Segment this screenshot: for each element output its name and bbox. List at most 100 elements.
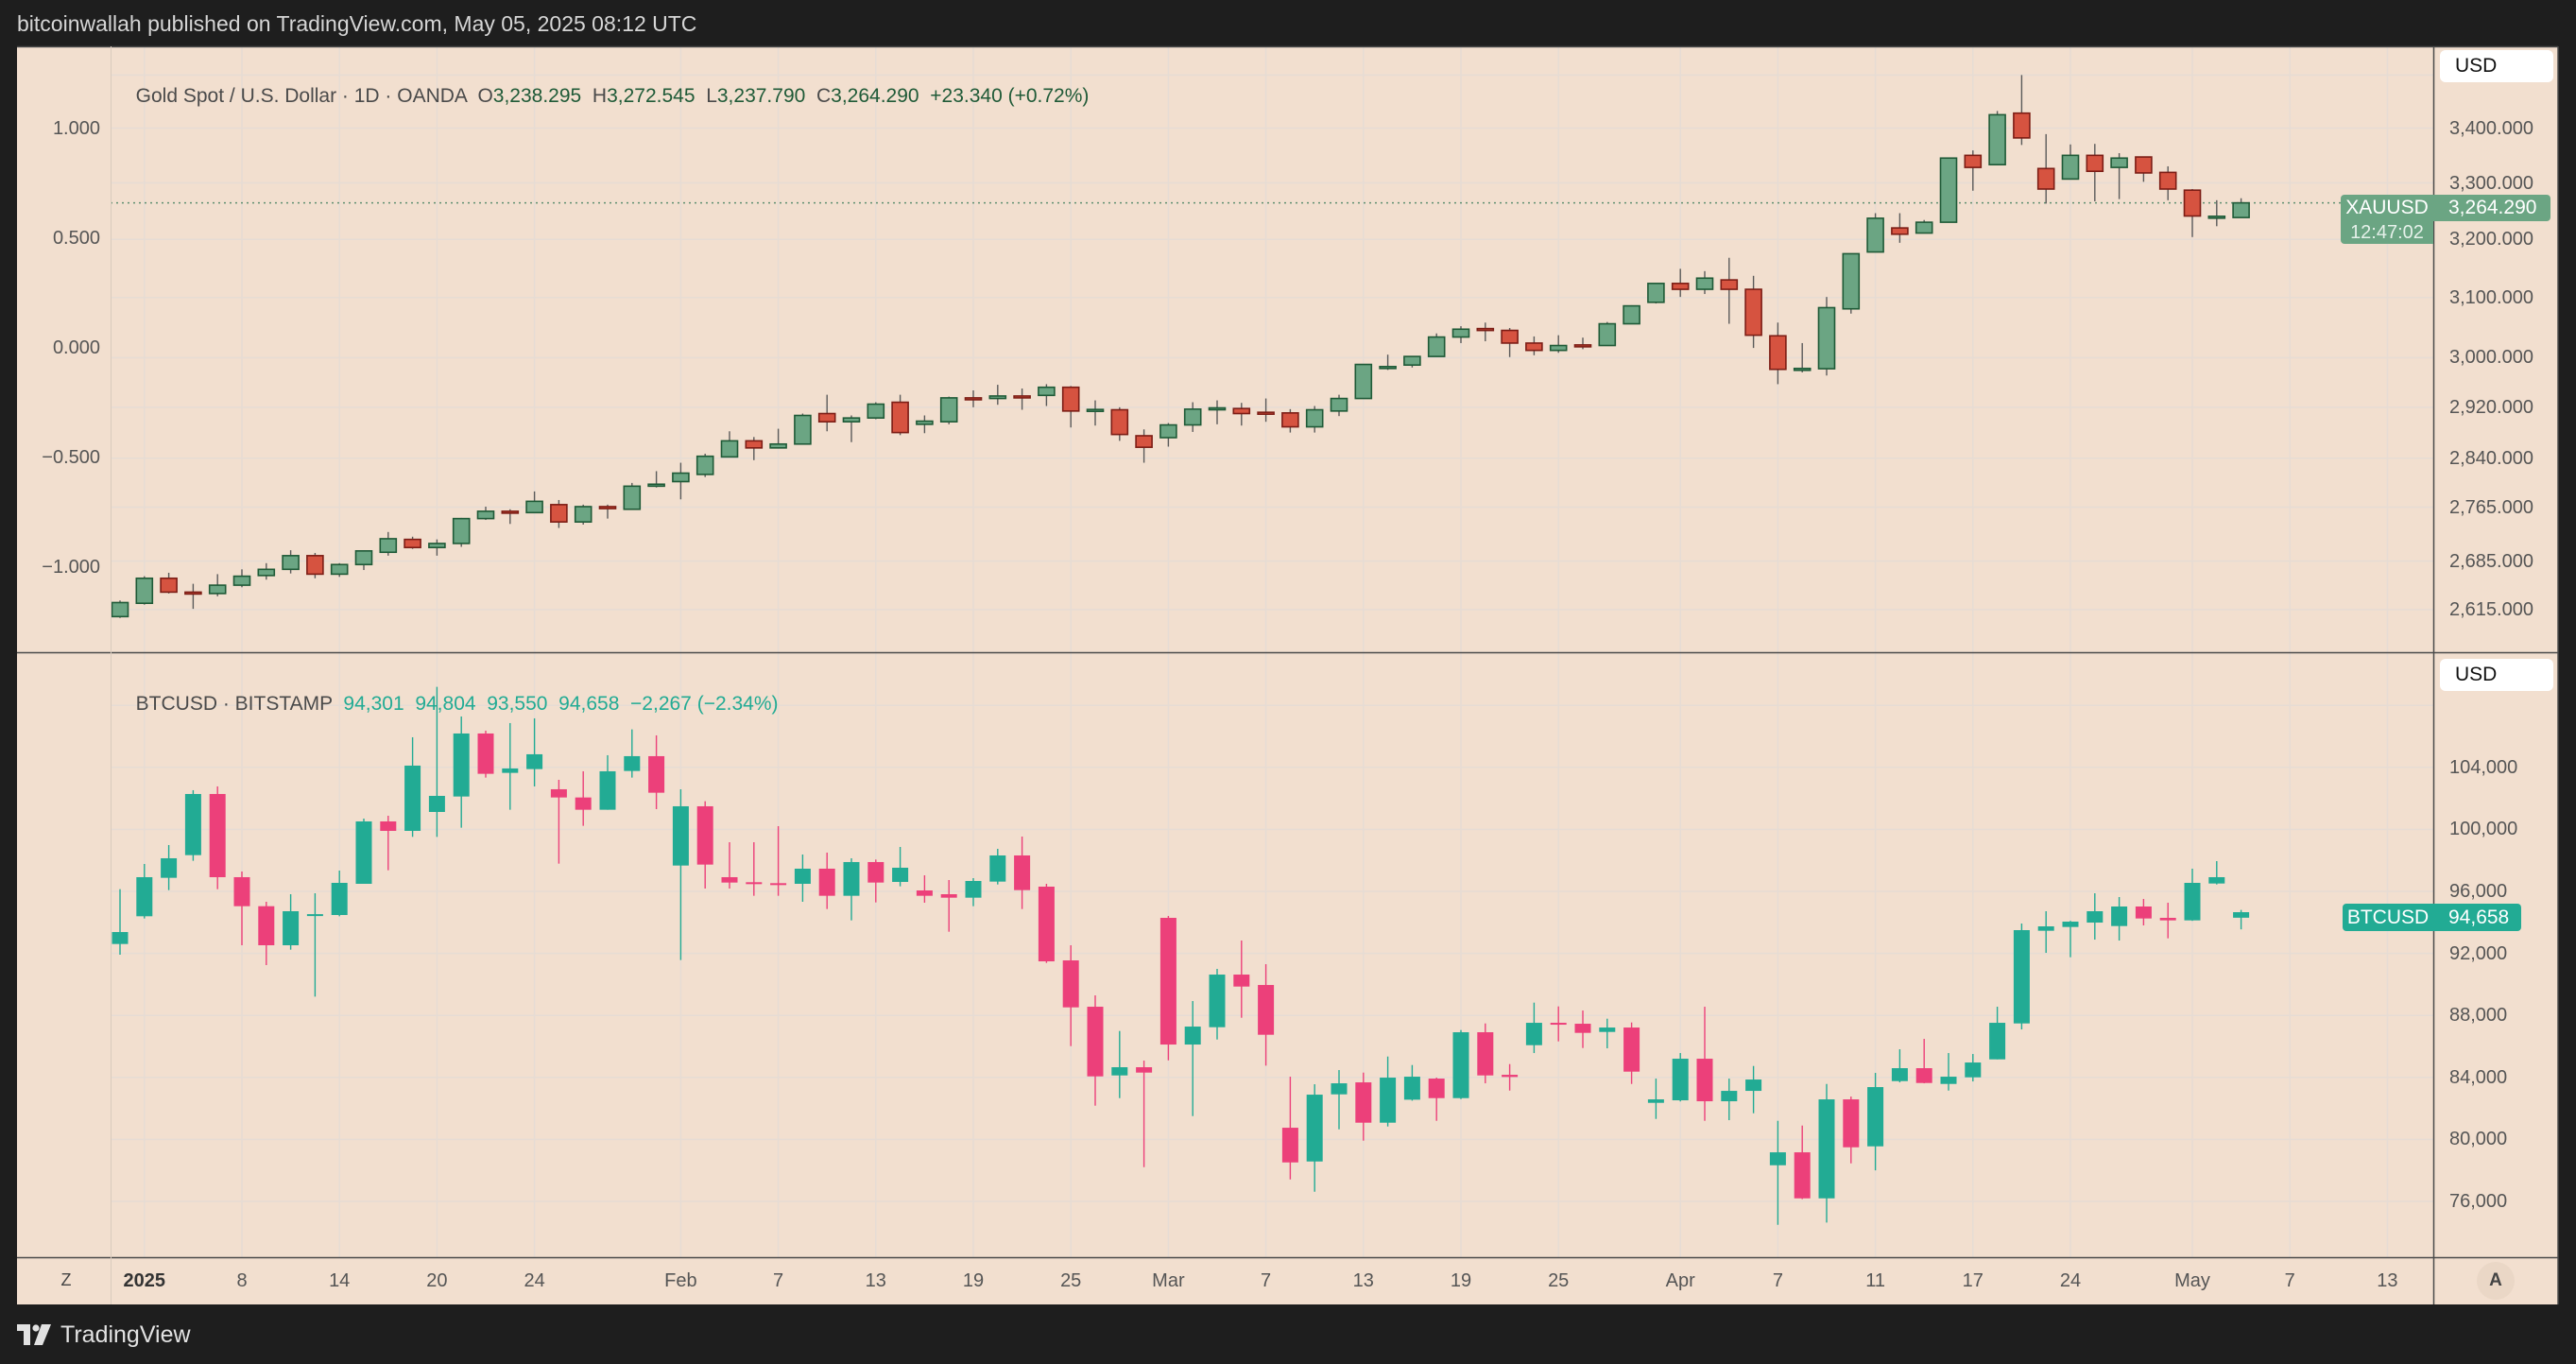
btc-candle: [818, 852, 835, 909]
auto-scale-button[interactable]: A: [2477, 1262, 2515, 1300]
btc-candle-body: [1672, 1059, 1689, 1101]
btc-candle-body: [624, 755, 641, 771]
btc-candle: [965, 877, 982, 906]
gold-candle-body: [720, 440, 739, 458]
gold-candle: [574, 504, 592, 525]
btc-open: 94,301: [343, 693, 404, 715]
gold-candle-body: [160, 577, 178, 594]
time-axis-label: May: [2174, 1270, 2210, 1291]
btc-candle-body: [1745, 1079, 1762, 1092]
gold-candle-body: [769, 442, 787, 449]
btc-candle-body: [818, 868, 835, 896]
btc-candle: [1111, 1030, 1128, 1098]
btc-candle-body: [184, 793, 201, 855]
gold-candle: [1281, 408, 1299, 433]
gold-currency-button[interactable]: USD: [2440, 50, 2553, 82]
time-axis-label: 20: [426, 1270, 448, 1291]
gold-candle-body: [208, 584, 227, 595]
btc-candle-body: [867, 861, 884, 883]
gold-candle: [476, 506, 495, 521]
btc-candle: [599, 754, 616, 810]
btc-candle: [112, 889, 129, 956]
gold-price-axis-label: 2,615.000: [2449, 598, 2533, 620]
gold-candle: [1866, 213, 1884, 253]
time-axis-label: 19: [962, 1270, 985, 1291]
gold-candle: [1379, 354, 1397, 371]
gold-candle-body: [1842, 252, 1861, 310]
btc-candle: [1159, 916, 1176, 1061]
gold-candle: [1671, 268, 1690, 298]
btc-candle-body: [1867, 1087, 1884, 1147]
btc-candle-body: [477, 733, 494, 774]
time-axis-label: Feb: [664, 1270, 697, 1291]
btc-candle: [1452, 1029, 1469, 1099]
gold-price-axis-label: 3,400.000: [2449, 117, 2533, 139]
gold-low: 3,237.790: [716, 85, 806, 107]
gold-candle: [1159, 423, 1177, 447]
btc-candle-body: [916, 889, 933, 896]
btc-candle: [1599, 1018, 1616, 1049]
gold-candle: [550, 499, 568, 528]
gold-candle: [696, 453, 714, 477]
gold-candle-body: [745, 440, 764, 449]
gold-candle: [2061, 144, 2080, 181]
gold-candle-body: [2036, 167, 2055, 190]
time-axis-label: 8: [236, 1270, 248, 1291]
gold-candle-body: [257, 568, 276, 577]
btc-candle-body: [2037, 926, 2054, 931]
gold-price-axis-label: 2,685.000: [2449, 550, 2533, 572]
gold-candle-body: [476, 510, 495, 520]
gold-candle-body: [1598, 322, 1617, 347]
gold-close: 3,264.290: [831, 85, 919, 107]
time-axis-label: 14: [329, 1270, 351, 1291]
gold-candle-body: [1549, 344, 1568, 352]
gold-candle: [1769, 322, 1787, 385]
gold-candle-body: [842, 417, 861, 423]
btc-candle-body: [161, 857, 178, 878]
btc-candle-body: [746, 882, 763, 885]
btc-candle: [1672, 1053, 1689, 1102]
gold-high: 3,272.545: [607, 85, 696, 107]
gold-candle: [647, 471, 665, 488]
gold-candle: [2183, 188, 2202, 237]
btc-candle: [428, 686, 445, 837]
gold-candle: [1793, 342, 1812, 372]
btc-candle: [477, 730, 494, 778]
btc-candle: [794, 854, 811, 903]
btc-candle-body: [1769, 1152, 1786, 1165]
gold-candle: [160, 572, 178, 594]
gold-legend[interactable]: Gold Spot / U.S. Dollar · 1D · OANDA O3,…: [125, 62, 1090, 108]
btc-candle-body: [1502, 1075, 1519, 1078]
btc-candle-body: [648, 755, 665, 793]
btc-candle: [1574, 1010, 1591, 1048]
gold-candle-body: [1135, 435, 1153, 448]
btc-candle-body: [1014, 855, 1031, 890]
gold-candle-body: [2183, 189, 2202, 217]
gold-candle-body: [232, 575, 251, 586]
gold-price-axis-label: 3,100.000: [2449, 286, 2533, 308]
gold-candle-body: [1939, 157, 1958, 223]
btc-legend-title: BTCUSD · BITSTAMP: [135, 693, 333, 715]
footer: TradingView: [17, 1320, 191, 1350]
btc-high: 94,804: [415, 693, 476, 715]
gold-candle-body: [794, 414, 812, 445]
gold-candle: [1354, 363, 1373, 400]
btc-candle-body: [843, 861, 860, 896]
gold-candle: [1038, 384, 1056, 406]
gold-candle-body: [1793, 367, 1812, 371]
gold-candle-body: [1720, 279, 1739, 290]
gold-candle-body: [1061, 386, 1080, 412]
gold-candle-body: [939, 397, 958, 423]
btc-candle: [1623, 1022, 1640, 1084]
btc-candle: [404, 736, 421, 837]
btc-currency-button[interactable]: USD: [2440, 659, 2553, 691]
btc-candle: [380, 815, 397, 871]
timezone-button[interactable]: Z: [60, 1270, 72, 1289]
gold-candle-body: [1451, 328, 1470, 338]
btc-legend[interactable]: BTCUSD · BITSTAMP 94,301 94,804 93,550 9…: [125, 670, 779, 716]
gold-candle: [1476, 322, 1495, 342]
btc-candle: [1769, 1120, 1786, 1225]
gold-candle-body: [404, 538, 421, 549]
gold-candle: [1525, 336, 1543, 355]
